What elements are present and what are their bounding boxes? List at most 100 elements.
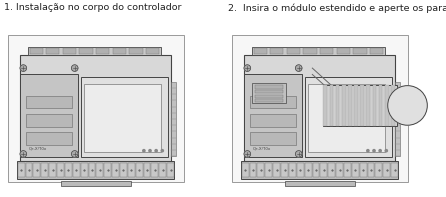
Bar <box>17 161 174 179</box>
Bar <box>273 163 280 177</box>
Circle shape <box>71 65 78 71</box>
Bar <box>41 163 48 177</box>
Bar <box>128 163 135 177</box>
Bar <box>376 163 382 177</box>
Bar <box>289 163 296 177</box>
Circle shape <box>143 150 145 152</box>
Bar <box>159 163 166 177</box>
Bar <box>385 85 388 126</box>
Bar <box>18 163 25 177</box>
Bar <box>46 48 59 54</box>
Bar <box>367 85 370 126</box>
Bar <box>323 85 327 126</box>
Bar <box>26 96 72 108</box>
Bar <box>337 48 350 54</box>
Bar <box>348 85 352 126</box>
Bar <box>61 180 131 186</box>
Bar <box>81 163 87 177</box>
Bar <box>8 35 184 182</box>
Bar <box>255 90 283 93</box>
Bar <box>250 163 256 177</box>
Bar <box>167 163 174 177</box>
Bar <box>28 46 161 55</box>
Bar <box>359 163 367 177</box>
Bar <box>88 163 95 177</box>
Bar <box>79 48 93 54</box>
Bar <box>336 163 343 177</box>
Circle shape <box>388 86 427 125</box>
Bar <box>270 48 284 54</box>
Bar <box>297 163 304 177</box>
Bar <box>21 74 78 157</box>
Circle shape <box>379 150 381 152</box>
Bar <box>104 163 111 177</box>
Bar <box>354 85 358 126</box>
Bar <box>146 48 159 54</box>
Bar <box>368 163 374 177</box>
Bar <box>112 163 119 177</box>
Bar <box>21 55 171 161</box>
Bar <box>344 163 351 177</box>
Circle shape <box>20 65 27 71</box>
Bar <box>96 163 103 177</box>
Bar <box>113 48 126 54</box>
Bar <box>328 163 335 177</box>
Circle shape <box>385 150 388 152</box>
Circle shape <box>295 65 302 71</box>
Bar <box>250 132 296 145</box>
Bar <box>244 55 396 161</box>
Circle shape <box>71 151 78 157</box>
Bar <box>323 85 397 126</box>
Bar <box>370 48 383 54</box>
Circle shape <box>244 151 251 157</box>
Bar <box>287 48 300 54</box>
Circle shape <box>373 150 375 152</box>
Circle shape <box>244 65 251 71</box>
Bar <box>129 48 143 54</box>
Bar <box>360 85 364 126</box>
Bar <box>320 163 327 177</box>
Bar <box>241 161 398 179</box>
Bar <box>305 77 392 157</box>
Bar <box>250 114 296 126</box>
Text: Qe-X/T0x: Qe-X/T0x <box>29 147 47 151</box>
Bar <box>265 163 272 177</box>
Bar <box>372 85 376 126</box>
Bar <box>252 83 286 103</box>
Bar <box>252 46 385 55</box>
Bar <box>151 163 158 177</box>
Bar <box>313 163 319 177</box>
Bar <box>171 82 176 156</box>
Bar <box>257 163 264 177</box>
Bar <box>253 48 267 54</box>
Bar <box>244 74 302 157</box>
Bar <box>391 163 398 177</box>
Bar <box>29 48 43 54</box>
Bar <box>396 82 400 156</box>
Bar <box>242 163 248 177</box>
Bar <box>303 48 317 54</box>
Bar <box>255 85 283 89</box>
Bar <box>120 163 127 177</box>
Bar <box>320 48 333 54</box>
Bar <box>308 84 385 152</box>
Circle shape <box>155 150 157 152</box>
Bar <box>255 95 283 98</box>
Circle shape <box>295 151 302 157</box>
Text: Qe-X/T0x: Qe-X/T0x <box>253 147 271 151</box>
Bar <box>96 48 109 54</box>
Bar <box>250 96 296 108</box>
Bar <box>281 163 288 177</box>
Text: 1. Instalação no corpo do controlador: 1. Instalação no corpo do controlador <box>4 3 182 12</box>
Bar <box>330 85 333 126</box>
Bar <box>342 85 346 126</box>
Circle shape <box>149 150 151 152</box>
Bar <box>285 180 355 186</box>
Bar <box>84 84 161 152</box>
Bar <box>379 85 382 126</box>
Circle shape <box>161 150 163 152</box>
Bar <box>65 163 72 177</box>
Bar <box>232 35 408 182</box>
Bar <box>57 163 64 177</box>
Text: 2.  Insira o módulo estendido e aperte os parafusos: 2. Insira o módulo estendido e aperte os… <box>228 3 446 12</box>
